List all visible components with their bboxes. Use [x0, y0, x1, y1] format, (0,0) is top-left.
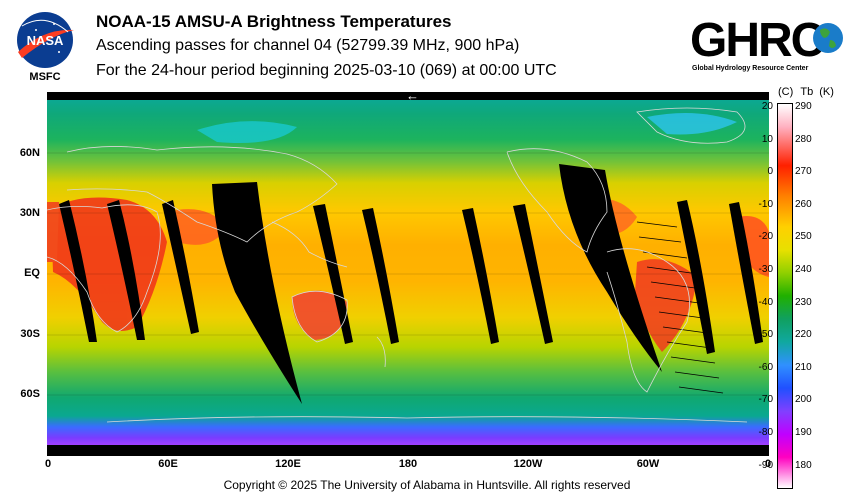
- product-title: NOAA-15 AMSU-A Brightness Temperatures: [96, 12, 452, 31]
- nasa-logo-text: NASA: [27, 33, 64, 48]
- lon-label-180: 180: [398, 458, 418, 470]
- colorbar-celsius-unit: (C): [778, 86, 794, 98]
- orbit-direction-arrow-icon: ←: [406, 88, 419, 103]
- colorbar-celsius-tick: -40: [758, 296, 773, 308]
- colorbar-kelvin-tick: 290: [795, 101, 812, 112]
- brightness-temperature-map: [47, 92, 769, 456]
- lat-label-30s: 30S: [20, 328, 40, 340]
- colorbar-kelvin-tick: 260: [795, 198, 812, 210]
- map-top-band: [47, 92, 769, 100]
- period-subtitle: For the 24-hour period beginning 2025-03…: [96, 62, 557, 79]
- lat-label-eq: EQ: [24, 267, 40, 279]
- ghrc-logo-subtitle: Global Hydrology Resource Center: [692, 65, 809, 72]
- colorbar-kelvin-tick: 220: [795, 329, 812, 341]
- colorbar-kelvin-tick: 230: [795, 296, 812, 308]
- orbit-gaps: [59, 164, 763, 404]
- lat-label-60n: 60N: [19, 147, 40, 159]
- colorbar-kelvin-tick: 250: [795, 231, 812, 243]
- graticule: [47, 152, 769, 396]
- lat-label-30n: 30N: [19, 207, 40, 219]
- colorbar-kelvin-tick: 190: [795, 427, 812, 438]
- colorbar-celsius-tick: -10: [758, 198, 773, 210]
- colorbar-kelvin-tick: 200: [795, 394, 812, 406]
- lon-label-60e: 60E: [158, 458, 178, 470]
- colorbar-celsius-tick: 0: [767, 166, 773, 178]
- map-bottom-band: [47, 445, 769, 456]
- ghrc-logo: GHRC Global Hydrology Resource Center: [690, 14, 843, 72]
- colorbar-kelvin-tick: 180: [795, 459, 812, 471]
- colorbar-tb-label: Tb: [800, 86, 814, 98]
- lon-label-60w: 60W: [636, 458, 660, 470]
- colorbar-kelvin-tick: 270: [795, 166, 812, 178]
- lon-label-120w: 120W: [513, 458, 543, 470]
- colorbar-kelvin-unit: (K): [819, 86, 834, 98]
- lon-label-0-west: 0: [44, 458, 52, 470]
- coastlines: [47, 107, 748, 423]
- greenland-cold-patch: [647, 113, 737, 135]
- globe-icon: [813, 23, 843, 53]
- colorbar-celsius-tick: -20: [758, 231, 773, 243]
- colorbar-kelvin-tick: 240: [795, 264, 812, 275]
- colorbar-celsius-tick: -30: [758, 264, 773, 275]
- colorbar-celsius-tick: -80: [758, 427, 773, 438]
- copyright-notice: Copyright © 2025 The University of Alaba…: [223, 478, 631, 492]
- colorbar-header: (C) Tb (K): [778, 86, 834, 98]
- msfc-label: MSFC: [29, 71, 60, 82]
- arctic-cold-patch: [197, 121, 297, 143]
- lat-label-60s: 60S: [20, 388, 40, 400]
- lon-label-120e: 120E: [275, 458, 301, 470]
- colorbar-celsius-tick: -90: [758, 459, 773, 471]
- colorbar-celsius-tick: -70: [758, 394, 773, 406]
- colorbar-celsius-tick: -60: [758, 361, 773, 373]
- colorbar-kelvin-tick: 280: [795, 133, 812, 145]
- colorbar-celsius-tick: -50: [758, 329, 773, 341]
- channel-subtitle: Ascending passes for channel 04 (52799.3…: [96, 37, 520, 54]
- colorbar: [777, 103, 793, 489]
- ghrc-logo-text: GHRC: [690, 14, 825, 67]
- nasa-logo: NASA MSFC: [17, 12, 74, 82]
- colorbar-kelvin-tick: 210: [795, 361, 812, 373]
- nasa-logo-swoosh: [18, 29, 74, 58]
- colorbar-celsius-tick: 10: [761, 133, 773, 145]
- lon-label-0-east: 0: [764, 458, 772, 470]
- colorbar-celsius-tick: 20: [761, 101, 773, 112]
